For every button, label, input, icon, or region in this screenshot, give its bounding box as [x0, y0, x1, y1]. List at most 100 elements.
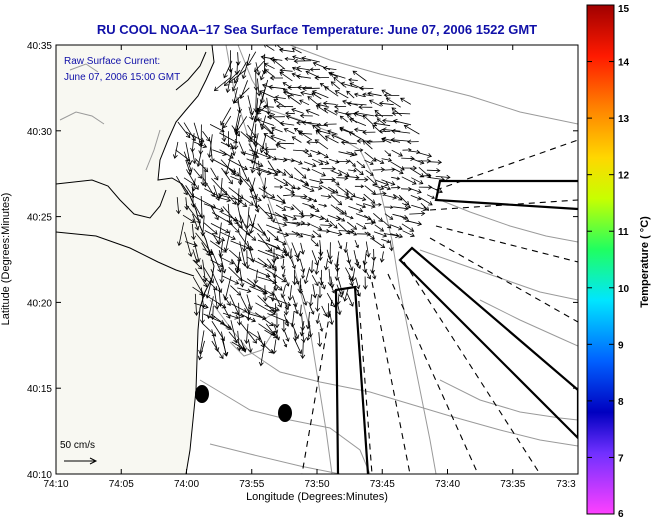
current-vector-head [242, 247, 247, 252]
current-vector [336, 257, 339, 272]
current-vector-head [279, 71, 285, 77]
current-vector-head [341, 217, 346, 222]
current-vector-head [290, 322, 296, 328]
current-vector [229, 223, 240, 233]
current-vector-head [400, 97, 405, 103]
scale-label: 50 cm/s [60, 440, 95, 451]
current-vector [309, 305, 314, 315]
current-vector [250, 116, 256, 140]
current-vector [274, 221, 287, 226]
current-vector-head [295, 231, 301, 237]
current-vector [354, 167, 364, 175]
current-vector-head [235, 61, 241, 66]
current-vector [309, 197, 317, 202]
current-vector [326, 249, 332, 264]
current-vector-head [305, 70, 311, 75]
current-vector [364, 269, 371, 279]
current-vector [183, 151, 192, 172]
current-vector-head [348, 117, 354, 123]
current-vector [296, 67, 310, 71]
current-vector-head [369, 161, 374, 165]
current-vector-head [364, 177, 369, 183]
current-vector-head [283, 181, 289, 186]
current-vector [371, 238, 385, 248]
current-vector [393, 120, 412, 126]
current-vector [213, 286, 218, 309]
current-vector [302, 87, 320, 90]
current-vector-head [227, 68, 233, 73]
current-vector-head [348, 266, 354, 272]
current-vector [300, 242, 304, 255]
current-vector-head [362, 140, 368, 145]
current-vector-head [424, 206, 430, 211]
current-vector-head [390, 205, 394, 210]
current-vector [251, 143, 258, 164]
current-vector [192, 286, 204, 295]
current-vector [224, 276, 232, 301]
current-vector [266, 229, 279, 241]
current-vector-head [334, 263, 340, 269]
current-vector [409, 187, 422, 193]
current-vector [302, 341, 304, 359]
current-vector [194, 204, 202, 218]
current-vector [230, 285, 241, 296]
coastline-detail [56, 179, 167, 219]
current-vector-head [283, 216, 289, 221]
current-vector [251, 149, 259, 173]
current-vector-head [362, 285, 368, 290]
current-vector [247, 95, 253, 115]
current-vector [247, 240, 254, 263]
y-tick-label: 40:15 [27, 384, 52, 395]
current-vector-head [259, 75, 265, 81]
current-vector-head [362, 268, 368, 274]
current-vector-head [381, 136, 387, 142]
current-vector [292, 136, 302, 143]
current-vector [270, 135, 286, 142]
current-vector [257, 78, 260, 96]
current-vector [275, 204, 286, 211]
current-vector [420, 202, 429, 211]
current-vector-head [238, 177, 244, 183]
current-vector [238, 159, 249, 182]
current-vector [364, 151, 377, 162]
current-vector [294, 60, 311, 62]
current-vector-head [285, 282, 290, 287]
current-vector [237, 287, 251, 292]
current-vector [349, 118, 367, 126]
current-vector-head [247, 348, 253, 353]
current-vector-head [353, 232, 358, 236]
current-vector [283, 194, 295, 197]
current-vector-head [350, 215, 354, 220]
current-vector [282, 213, 297, 220]
current-vector [409, 168, 424, 178]
current-vector-head [306, 139, 311, 145]
current-vector [191, 186, 194, 208]
current-vector-head [193, 242, 198, 248]
current-vector-head [398, 233, 404, 239]
current-vector [325, 258, 329, 270]
current-vector-head [418, 180, 424, 185]
colorbar-tick-label: 11 [618, 227, 629, 238]
current-vector-head [314, 281, 319, 287]
current-vector [185, 131, 204, 142]
current-vector [316, 105, 329, 114]
current-vector-head [256, 335, 261, 340]
current-vector-head [234, 265, 239, 271]
current-vector [340, 115, 349, 123]
current-vector-head [386, 186, 392, 191]
current-vector [176, 175, 188, 195]
current-vector [348, 275, 353, 286]
current-vector [273, 177, 288, 186]
current-vector-head [347, 101, 352, 107]
current-vector-head [313, 198, 318, 203]
current-vector-head [337, 200, 343, 206]
current-vector-head [331, 177, 336, 183]
current-vector [401, 223, 414, 232]
current-vector [373, 122, 391, 127]
current-vector-head [353, 168, 357, 173]
current-vector-head [300, 90, 305, 96]
current-vector-head [290, 192, 296, 198]
current-vector-head [310, 233, 316, 239]
current-vector [247, 256, 267, 267]
current-vector-head [281, 277, 287, 283]
